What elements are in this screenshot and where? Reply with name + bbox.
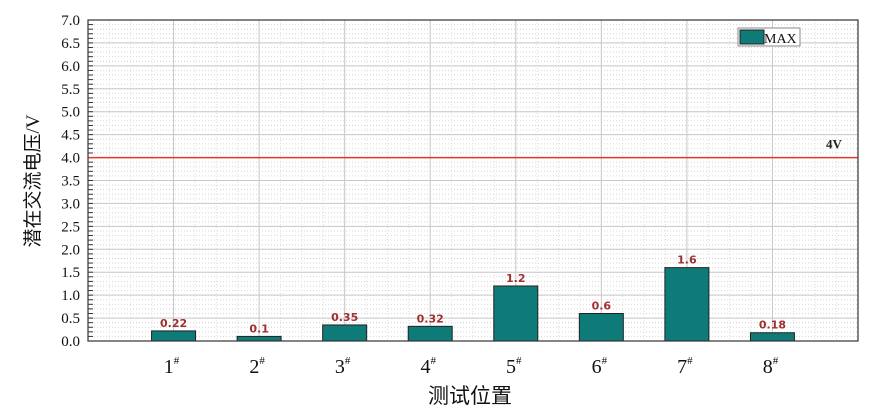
bar — [236, 335, 282, 342]
y-tick-label: 3.5 — [61, 174, 80, 190]
x-tick-label: 1# — [164, 355, 180, 378]
y-tick-label: 2.0 — [61, 242, 80, 258]
x-tick-label: 2# — [249, 355, 265, 378]
data-label: 0.22 — [160, 317, 187, 330]
y-tick-label: 3.0 — [61, 196, 80, 212]
data-label: 0.32 — [417, 312, 444, 325]
data-label: 0.1 — [249, 322, 269, 335]
data-label: 1.6 — [677, 254, 697, 267]
bar — [578, 312, 624, 342]
legend-label: MAX — [764, 32, 797, 47]
x-tick-label: 7# — [677, 355, 693, 378]
y-tick-label: 4.0 — [61, 151, 80, 167]
data-label: 1.2 — [506, 272, 526, 285]
bar — [664, 267, 710, 342]
x-axis-title: 测试位置 — [428, 384, 512, 408]
y-tick-label: 6.5 — [61, 36, 80, 52]
x-tick-label: 3# — [335, 355, 351, 378]
data-label: 0.6 — [592, 299, 612, 312]
y-tick-label: 0.5 — [61, 311, 80, 327]
y-tick-label: 5.0 — [61, 105, 80, 121]
bar — [322, 324, 368, 342]
x-tick-label: 4# — [420, 355, 436, 378]
y-tick-label: 7.0 — [61, 13, 80, 29]
x-tick-label: 5# — [506, 355, 522, 378]
data-label: 0.18 — [759, 319, 786, 332]
bar — [749, 332, 795, 342]
y-tick-label: 5.5 — [61, 82, 80, 98]
y-tick-label: 1.0 — [61, 288, 80, 304]
x-tick-label: 8# — [763, 355, 779, 378]
y-tick-label: 0.0 — [61, 334, 80, 350]
bar — [151, 330, 197, 342]
reference-line-label: 4V — [826, 137, 843, 152]
y-axis-title: 潜在交流电压/V — [22, 114, 44, 247]
x-tick-label: 6# — [592, 355, 608, 378]
y-tick-label: 1.5 — [61, 265, 80, 281]
y-tick-label: 2.5 — [61, 219, 80, 235]
legend-swatch — [739, 29, 765, 45]
y-tick-label: 6.0 — [61, 59, 80, 75]
bar — [493, 285, 539, 342]
bar — [407, 325, 453, 342]
y-tick-label: 4.5 — [61, 128, 80, 144]
plot-frame — [87, 19, 859, 342]
data-label: 0.35 — [331, 311, 358, 324]
